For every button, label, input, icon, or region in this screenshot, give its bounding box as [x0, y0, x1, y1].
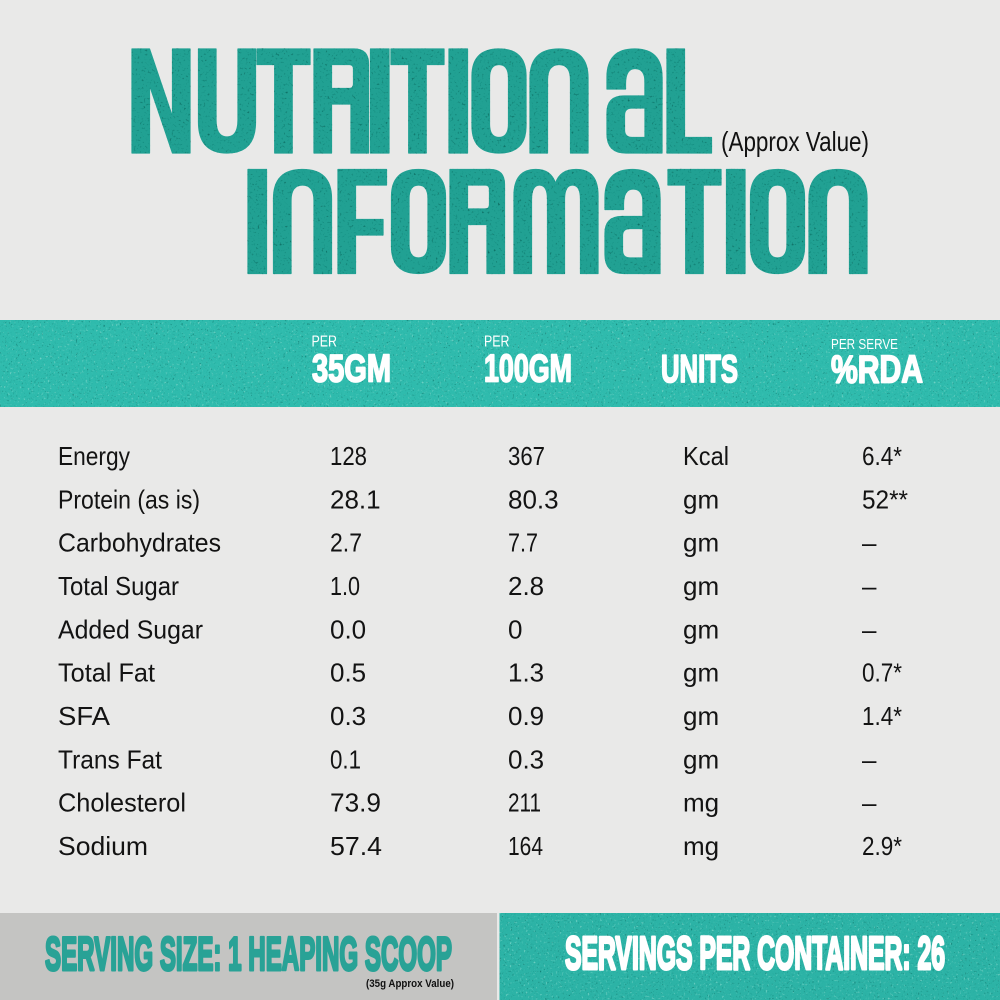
svg-text:Energy: Energy: [58, 441, 130, 471]
svg-text:0.0: 0.0: [330, 614, 366, 644]
svg-text:Total Fat: Total Fat: [58, 658, 156, 688]
svg-text:PER: PER: [312, 334, 338, 351]
svg-text:0.7*: 0.7*: [862, 658, 902, 688]
svg-text:28.1: 28.1: [330, 484, 381, 514]
svg-text:–: –: [862, 571, 877, 601]
svg-text:1.3: 1.3: [508, 658, 544, 688]
svg-text:SERVING SIZE: 1 HEAPING SCOOP: SERVING SIZE: 1 HEAPING SCOOP: [45, 927, 452, 980]
svg-text:(35g Approx Value): (35g Approx Value): [366, 978, 454, 990]
svg-text:6.4*: 6.4*: [862, 441, 902, 471]
svg-text:gm: gm: [683, 571, 719, 601]
svg-text:2.8: 2.8: [508, 571, 544, 601]
svg-text:128: 128: [330, 441, 367, 471]
svg-text:80.3: 80.3: [508, 484, 559, 514]
svg-text:gm: gm: [683, 484, 719, 514]
svg-text:gm: gm: [683, 614, 719, 644]
svg-text:UNITS: UNITS: [661, 348, 738, 391]
svg-text:0: 0: [508, 614, 522, 644]
svg-text:(Approx Value): (Approx Value): [721, 126, 869, 157]
svg-text:Carbohydrates: Carbohydrates: [58, 528, 221, 558]
svg-text:0.1: 0.1: [330, 744, 361, 774]
svg-text:–: –: [862, 744, 877, 774]
svg-text:2.7: 2.7: [330, 528, 362, 558]
svg-text:Protein (as is): Protein (as is): [58, 484, 200, 514]
svg-text:–: –: [862, 614, 877, 644]
svg-text:Sodium: Sodium: [58, 831, 148, 861]
svg-text:–: –: [862, 788, 877, 818]
svg-text:52**: 52**: [862, 484, 908, 514]
svg-text:Trans Fat: Trans Fat: [58, 744, 163, 774]
svg-text:57.4: 57.4: [330, 831, 382, 861]
svg-text:0.3: 0.3: [330, 701, 366, 731]
svg-text:100GM: 100GM: [484, 348, 572, 391]
svg-text:PER: PER: [484, 334, 510, 351]
svg-text:367: 367: [508, 441, 545, 471]
svg-text:gm: gm: [683, 744, 719, 774]
svg-text:7.7: 7.7: [508, 528, 538, 558]
svg-text:1.4*: 1.4*: [862, 701, 902, 731]
svg-text:gm: gm: [683, 701, 719, 731]
svg-text:0.3: 0.3: [508, 744, 544, 774]
svg-text:Added Sugar: Added Sugar: [58, 614, 203, 644]
svg-text:mg: mg: [683, 831, 719, 861]
svg-text:0.5: 0.5: [330, 658, 366, 688]
svg-text:SFA: SFA: [58, 701, 111, 731]
svg-text:PER SERVE: PER SERVE: [831, 337, 898, 353]
svg-text:SERVINGS PER CONTAINER: 26: SERVINGS PER CONTAINER: 26: [565, 927, 945, 979]
svg-text:35GM: 35GM: [312, 348, 391, 391]
svg-text:%RDA: %RDA: [831, 349, 923, 392]
svg-text:0.9: 0.9: [508, 701, 544, 731]
svg-text:Total Sugar: Total Sugar: [58, 571, 179, 601]
svg-text:164: 164: [508, 831, 543, 861]
svg-text:Cholesterol: Cholesterol: [58, 788, 186, 818]
svg-text:mg: mg: [683, 788, 719, 818]
svg-text:211: 211: [508, 788, 541, 818]
svg-text:gm: gm: [683, 658, 719, 688]
svg-text:1.0: 1.0: [330, 571, 360, 601]
svg-text:Kcal: Kcal: [683, 441, 729, 471]
svg-text:2.9*: 2.9*: [862, 831, 902, 861]
svg-text:73.9: 73.9: [330, 788, 381, 818]
svg-text:gm: gm: [683, 528, 719, 558]
svg-text:–: –: [862, 528, 877, 558]
